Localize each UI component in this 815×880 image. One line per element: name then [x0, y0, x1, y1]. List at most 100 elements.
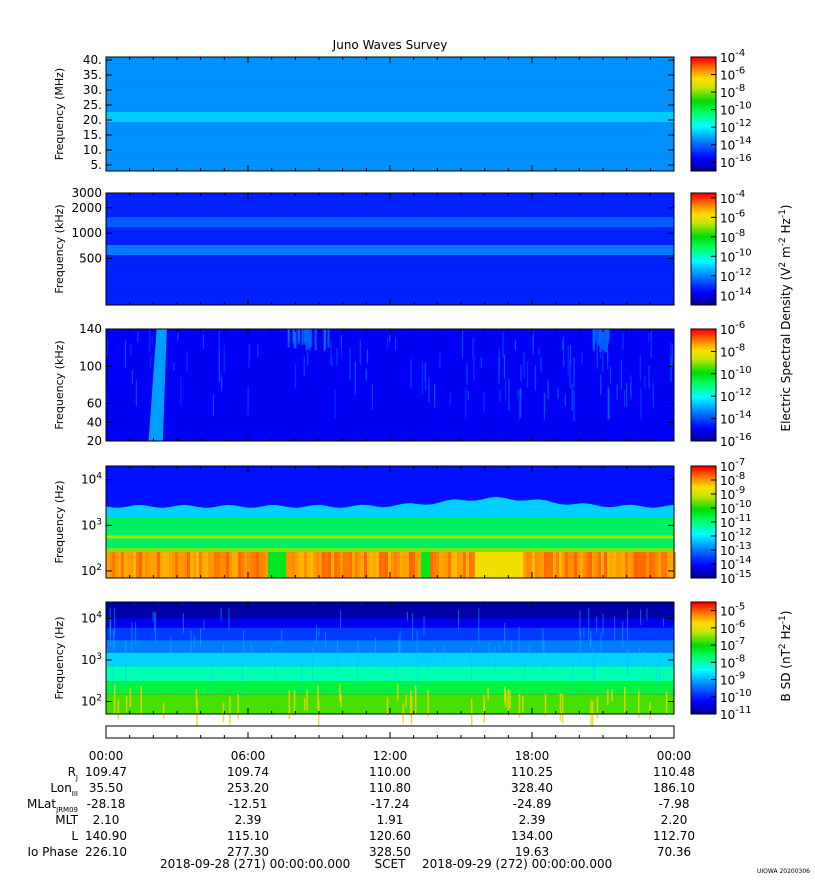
colorbar-tick-label: 10-15	[720, 569, 752, 586]
ephem-value: 109.74	[227, 765, 269, 779]
ephem-value: -7.98	[658, 797, 689, 811]
y-tick-labels: 20 40 60 100 140	[79, 322, 102, 448]
y-tick-label: 104	[81, 472, 102, 487]
ephem-value: 110.25	[511, 765, 553, 779]
ephem-value: 134.00	[511, 829, 553, 843]
y-tick-label: 40	[87, 415, 102, 429]
colorbar-tick-label: 10-8	[720, 653, 745, 670]
y-tick-label: 103	[81, 652, 102, 667]
y-tick-label: 103	[81, 517, 102, 532]
figure-title: Juno Waves Survey	[332, 38, 448, 52]
time-label: 06:00	[231, 749, 266, 763]
colorbar-tick-label: 10-10	[720, 247, 752, 264]
ephem-value: 112.70	[653, 829, 695, 843]
y-tick-label: 102	[81, 563, 102, 578]
y-axis-label: Frequency (kHz)	[53, 340, 66, 429]
y-tick-label: 140	[79, 322, 102, 336]
credit-label: UIOWA 20200306	[757, 868, 810, 875]
colorbar-tick-label: 10-14	[720, 136, 752, 153]
ephem-value: 109.47	[85, 765, 127, 779]
ephem-value: 140.90	[85, 829, 127, 843]
y-tick-label: 104	[81, 611, 102, 626]
colorbar-tick-label: 10-12	[720, 387, 752, 404]
colorbar-tick-label: 10-8	[720, 228, 745, 245]
y-tick-label: 10.	[83, 143, 102, 157]
colorbar-tick-label: 10-9	[720, 485, 745, 502]
colorbar-tick-label: 10-12	[720, 527, 752, 544]
y-tick-label: 100	[79, 359, 102, 373]
ephem-value: 277.30	[227, 845, 269, 859]
colorbar-tick-label: 10-8	[720, 471, 745, 488]
colorbar: 10-1510-1410-1310-1210-1110-1010-910-810…	[690, 457, 752, 586]
spectrogram-background	[106, 329, 674, 441]
colorbar-tick-label: 10-11	[720, 513, 752, 530]
colorbar-tick-label: 10-4	[720, 48, 745, 65]
emission-band-2	[106, 245, 674, 256]
footer-start-time: 2018-09-28 (271) 00:00:00.000	[160, 857, 350, 871]
colorbar-tick-label: 10-8	[720, 83, 745, 100]
y-tick-label: 3000	[71, 186, 102, 200]
y-axis-label: Frequency (Hz)	[53, 481, 66, 564]
colorbar-tick-label: 10-14	[720, 410, 752, 427]
colorbar-tick-label: 10-16	[720, 153, 752, 170]
ephem-value: 2.39	[519, 813, 546, 827]
ephem-value: 19.63	[515, 845, 549, 859]
footer-scet: SCET	[375, 857, 407, 871]
y-axis-label: Frequency (Hz)	[53, 617, 66, 700]
colorbar-tick-label: 10-10	[720, 499, 752, 516]
time-label: 12:00	[373, 749, 408, 763]
ephem-value: 2.39	[235, 813, 262, 827]
y-tick-label: 20	[87, 434, 102, 448]
y-tick-label: 30.	[83, 83, 102, 97]
emission-band-1	[106, 217, 674, 228]
colorbar-tick-label: 10-10	[720, 688, 752, 705]
ephem-value: -12.51	[229, 797, 268, 811]
ephem-value: 186.10	[653, 781, 695, 795]
y-tick-label: 60	[87, 397, 102, 411]
y-tick-label: 25.	[83, 98, 102, 112]
y-axis-label: Frequency (MHz)	[53, 68, 66, 160]
colorbar: 10-16 10-14 10-12 10-10 10-8 10-6	[690, 320, 752, 449]
ephem-row-label: MLatJRM09	[27, 797, 78, 814]
colorbar-tick-label: 10-11	[720, 705, 752, 722]
ephem-value: 110.48	[653, 765, 695, 779]
y-tick-label: 35.	[83, 68, 102, 82]
ephem-row-label: MLT	[55, 813, 78, 827]
colorbar-tick-label: 10-4	[720, 189, 745, 206]
ephemeris-table: 00:00 06:00 12:00 18:00 00:00 RJ 109.47 109.74 1…	[27, 749, 695, 859]
ephem-row-label: Io Phase	[27, 845, 78, 859]
footer-end-time: 2018-09-29 (272) 00:00:00.000	[422, 857, 612, 871]
bfield-colorbar-title: B SD (nT2 Hz-1)	[778, 611, 793, 702]
y-tick-labels: 5.10.15.20.25.30.35.40.	[83, 53, 102, 172]
colorbar-tick-label: 10-13	[720, 541, 752, 558]
ephem-value: 1.91	[377, 813, 404, 827]
emission-band-1	[106, 112, 674, 122]
ephem-value: -17.24	[371, 797, 410, 811]
colorbar-tick-label: 10-7	[720, 457, 745, 474]
y-tick-label: 20.	[83, 113, 102, 127]
time-axis-strip	[105, 725, 675, 739]
footer: 2018-09-28 (271) 00:00:00.000 SCET 2018-…	[160, 857, 810, 875]
efield-colorbar-title: Electric Spectral Density (V2 m-2 Hz-1)	[778, 204, 793, 431]
colorbar-tick-label: 10-6	[720, 619, 745, 636]
ephem-value: -28.18	[87, 797, 126, 811]
ephem-row-label: L	[71, 829, 78, 843]
ephem-value: 226.10	[85, 845, 127, 859]
ephem-row-label: LonIII	[50, 781, 78, 798]
colorbar-tick-label: 10-5	[720, 602, 745, 619]
colorbar-tick-label: 10-6	[720, 320, 745, 337]
colorbar-tick-label: 10-12	[720, 267, 752, 284]
ephem-value: 110.80	[369, 781, 411, 795]
time-label: 18:00	[515, 749, 550, 763]
colorbar-tick-label: 10-8	[720, 342, 745, 359]
y-axis-label: Frequency (kHz)	[53, 204, 66, 293]
ephem-value: 110.00	[369, 765, 411, 779]
ephem-value: 35.50	[89, 781, 123, 795]
colorbar-tick-label: 10-6	[720, 66, 745, 83]
time-label: 00:00	[657, 749, 692, 763]
panel-1: 5.10.15.20.25.30.35.40. Frequency (MHz) 10…	[53, 48, 752, 172]
ephem-value: 328.50	[369, 845, 411, 859]
